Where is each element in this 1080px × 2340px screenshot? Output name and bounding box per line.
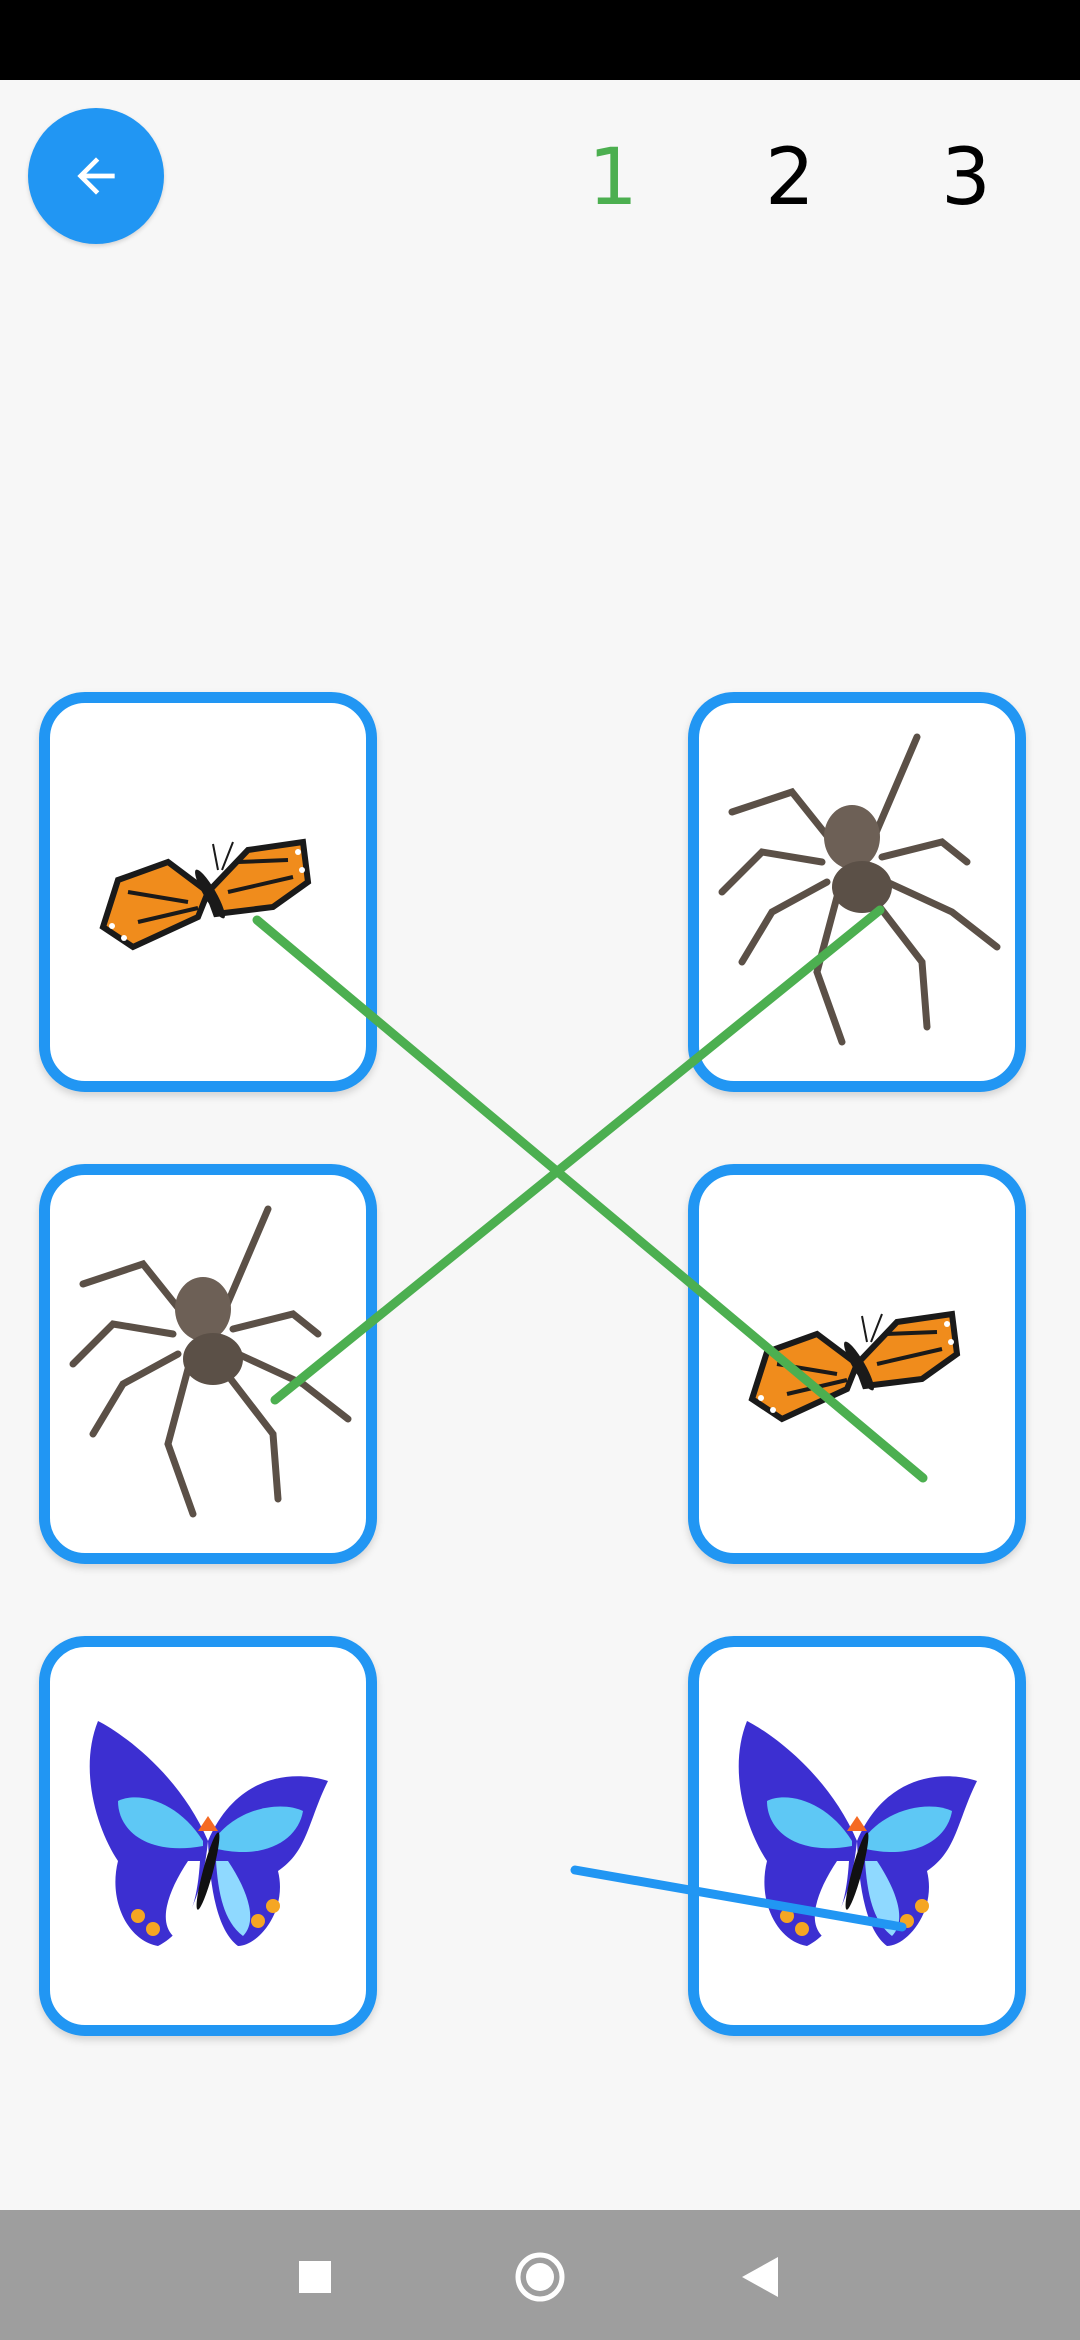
card-left-monarch-butterfly[interactable] xyxy=(39,692,377,1092)
monarch-butterfly-icon xyxy=(99,838,312,951)
card-left-blue-butterfly[interactable] xyxy=(39,1636,377,2036)
arrow-left-icon xyxy=(77,157,115,195)
spider-icon xyxy=(718,733,1001,1046)
card-right-blue-butterfly[interactable] xyxy=(688,1636,1026,2036)
monarch-butterfly-icon xyxy=(748,1310,961,1423)
triangle-back-icon xyxy=(742,2257,778,2297)
status-bar xyxy=(0,0,1080,80)
home-button[interactable] xyxy=(495,2232,585,2322)
square-icon xyxy=(299,2261,331,2293)
level-tab-2[interactable]: 2 xyxy=(765,133,815,223)
spider-icon xyxy=(69,1205,352,1518)
blue-butterfly-icon xyxy=(738,1721,977,1946)
navigation-bar xyxy=(0,2210,1080,2340)
back-button[interactable] xyxy=(28,108,164,244)
card-left-spider[interactable] xyxy=(39,1164,377,1564)
card-right-monarch-butterfly[interactable] xyxy=(688,1164,1026,1564)
level-tab-3[interactable]: 3 xyxy=(941,133,991,223)
system-back-button[interactable] xyxy=(715,2232,805,2322)
circle-icon xyxy=(515,2252,565,2302)
recents-button[interactable] xyxy=(270,2232,360,2322)
card-right-spider[interactable] xyxy=(688,692,1026,1092)
blue-butterfly-icon xyxy=(89,1721,328,1946)
level-tab-1[interactable]: 1 xyxy=(588,133,638,223)
